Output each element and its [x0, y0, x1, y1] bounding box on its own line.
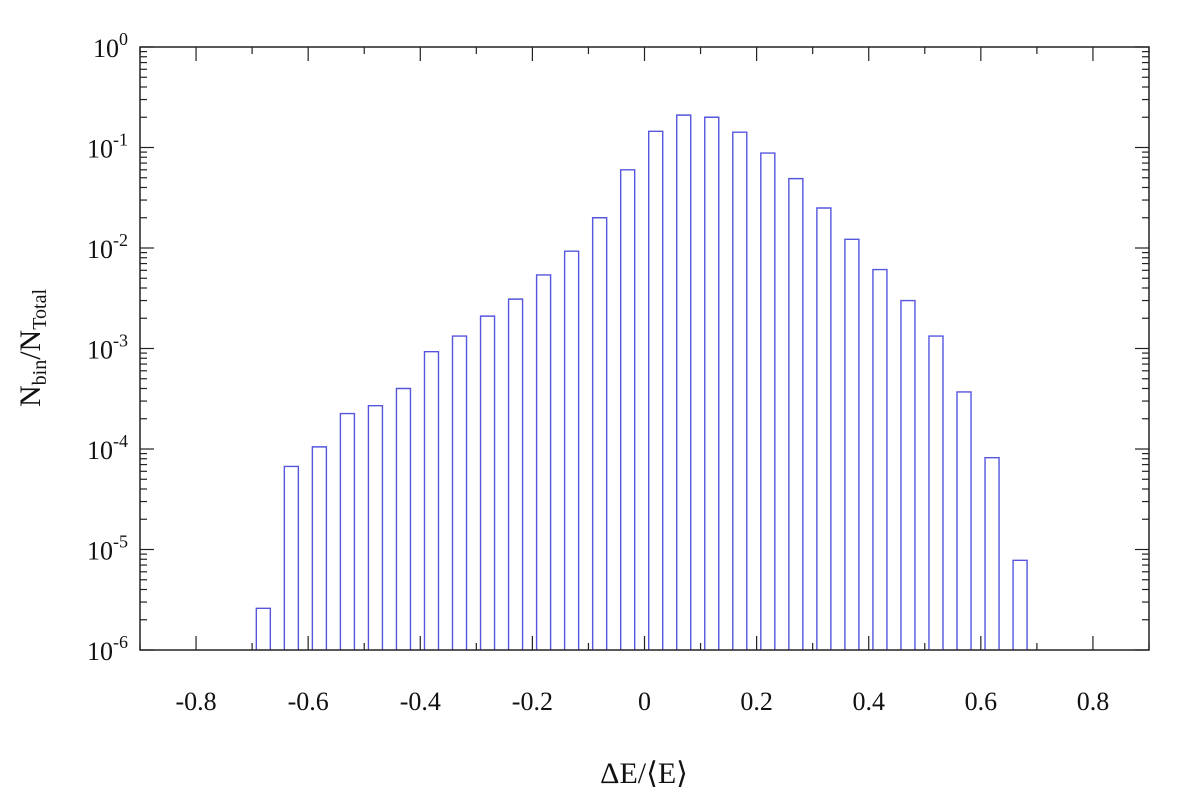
y-tick-label: 100	[93, 29, 128, 63]
histogram-bar	[619, 169, 636, 650]
histogram-bar	[283, 465, 300, 650]
histogram-bar	[311, 446, 328, 650]
y-tick-label: 10-6	[87, 632, 128, 666]
histogram-bar	[816, 207, 832, 650]
x-tick-label: 0.8	[1077, 687, 1110, 716]
histogram-bar	[704, 116, 720, 650]
histogram-bar	[479, 315, 496, 650]
x-tick-label: 0.2	[740, 687, 773, 716]
histogram-bar	[984, 456, 1000, 650]
y-tick-label: 10-2	[87, 230, 128, 264]
histogram-bar	[788, 177, 804, 650]
histogram-bar	[339, 412, 356, 650]
histogram-bar	[423, 350, 440, 650]
histogram-bar	[535, 274, 552, 650]
y-axis-title-sub1: bin	[29, 360, 51, 386]
y-axis-title-n1: N	[14, 385, 47, 407]
histogram-bar	[395, 387, 412, 650]
y-tick-label: 10-1	[87, 130, 128, 164]
histogram-bar	[1012, 559, 1028, 650]
x-tick-label: -0.4	[400, 687, 441, 716]
y-tick-labels: 100 10-1 10-2 10-3 10-4 10-5 10-6	[87, 29, 128, 666]
x-tick-label: 0.4	[852, 687, 885, 716]
x-tick-label: -0.2	[512, 687, 553, 716]
histogram-bar	[872, 268, 888, 650]
bars-group	[255, 114, 1028, 650]
histogram-bar	[451, 335, 468, 650]
x-axis-title: ΔE/⟨E⟩	[600, 757, 688, 790]
y-axis-title-n2: N	[14, 330, 47, 352]
y-axis-title: Nbin/NTotal	[14, 289, 51, 408]
y-tick-label: 10-3	[87, 331, 128, 365]
x-tick-label: 0.6	[965, 687, 998, 716]
x-tick-label: 0	[638, 687, 651, 716]
plot-frame	[139, 46, 1150, 651]
histogram-bar	[591, 217, 608, 650]
y-axis-title-sub2: Total	[29, 289, 51, 330]
histogram-bar	[676, 114, 692, 650]
histogram-bar	[760, 152, 776, 650]
y-axis-title-sep: /	[14, 351, 47, 360]
histogram-bar	[367, 404, 384, 650]
x-tick-labels: -0.8 -0.6 -0.4 -0.2 0 0.2 0.4 0.6 0.8	[175, 687, 1109, 716]
y-tick-label: 10-4	[87, 431, 128, 465]
x-tick-label: -0.8	[175, 687, 216, 716]
histogram-bar	[255, 607, 272, 650]
histogram-bar	[648, 130, 664, 650]
x-tick-label: -0.6	[288, 687, 329, 716]
histogram-bar	[956, 391, 972, 650]
histogram-bar	[507, 298, 524, 650]
ticks-group	[139, 46, 1150, 651]
histogram-bar	[563, 250, 580, 650]
histogram-bar	[844, 238, 860, 650]
histogram-bar	[732, 131, 748, 650]
y-tick-label: 10-5	[87, 532, 128, 566]
histogram-bar	[928, 335, 944, 650]
histogram-bar	[900, 299, 916, 650]
